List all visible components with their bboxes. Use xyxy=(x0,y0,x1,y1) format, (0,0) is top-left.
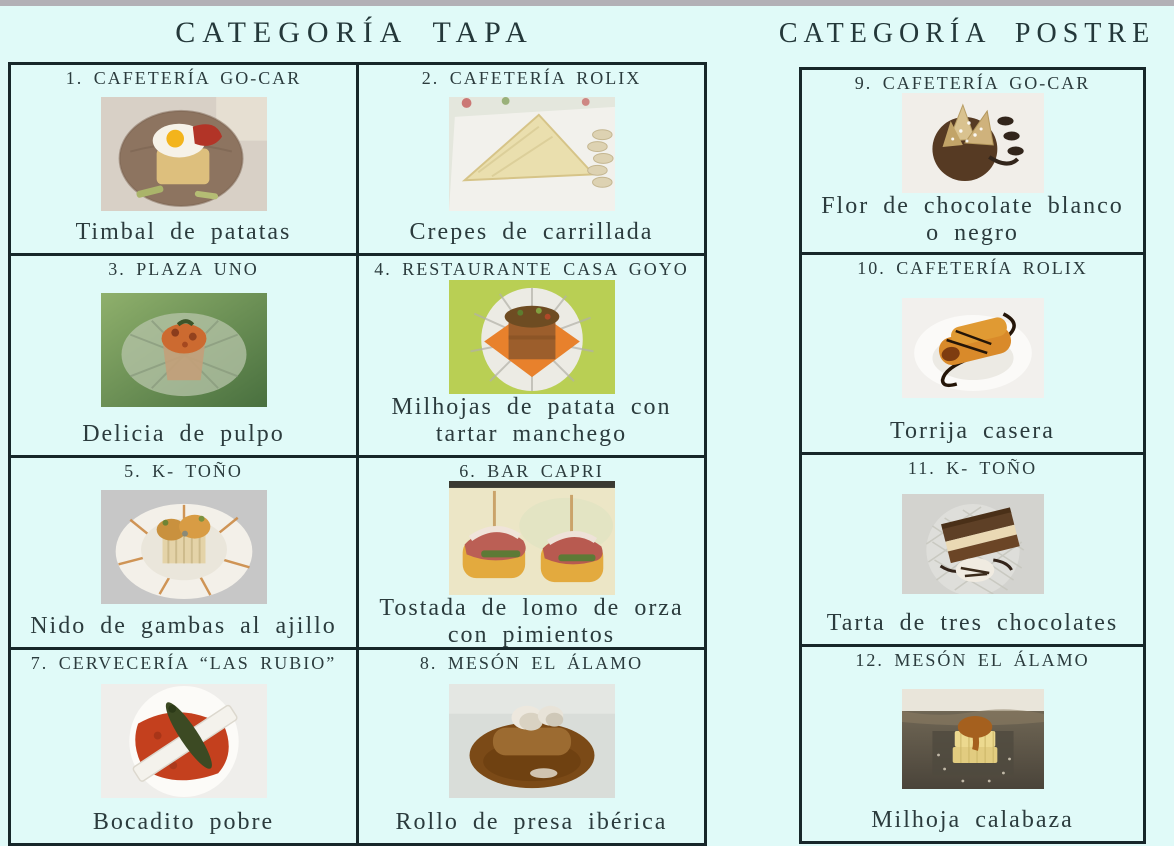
tapa-section-title: CATEGORÍA TAPA xyxy=(175,16,534,49)
postre-cell-10: 10. CAFETERÍA ROLIX Torrija casera xyxy=(802,255,1143,452)
dish-caption: Delicia de pulpo xyxy=(82,421,285,448)
tapa-cell-4: 4. RESTAURANTE CASA GOYO Milhojas de pat… xyxy=(359,256,704,455)
dish-caption: Tarta de tres chocolates xyxy=(826,610,1119,637)
crepes-de-carrillada-photo xyxy=(448,96,615,211)
tapa-cell-7: 7. CERVECERÍA “LAS RUBIO” Bocadito pobre xyxy=(11,650,356,843)
bocadito-pobre-photo xyxy=(100,684,267,799)
postre-cell-11: 11. K- TOÑO Tarta de tres chocolates xyxy=(802,455,1143,644)
dish-caption: Milhoja calabaza xyxy=(871,807,1074,834)
milhoja-calabaza-photo xyxy=(901,688,1044,789)
venue-header: 8. MESÓN EL ÁLAMO xyxy=(419,653,644,673)
tapa-cell-2: 2. CAFETERÍA ROLIX Crepes de carrill xyxy=(359,65,704,253)
dish-caption: Timbal de patatas xyxy=(75,219,292,246)
tostada-de-lomo-photo xyxy=(448,481,615,596)
venue-header: 4. RESTAURANTE CASA GOYO xyxy=(374,259,689,279)
postre-cell-12: 12. MESÓN EL ÁLAMO xyxy=(802,647,1143,841)
dish-caption: Tostada de lomo de orza con pimientos xyxy=(379,595,684,647)
venue-header: 10. CAFETERÍA ROLIX xyxy=(857,258,1088,278)
tapa-cell-1: 1. CAFETERÍA GO-CAR Timbal de patatas xyxy=(11,65,356,253)
dish-caption: Rollo de presa ibérica xyxy=(395,809,668,836)
tapa-cell-5: 5. K- TOÑO Nido de gambas al ajillo xyxy=(11,458,356,647)
tapa-cell-3: 3. PLAZA UNO Delicia de pulpo xyxy=(11,256,356,455)
dish-caption: Torrija casera xyxy=(890,418,1055,445)
top-edge-strip xyxy=(0,0,1174,6)
dish-caption: Bocadito pobre xyxy=(92,809,275,836)
postre-section-title: CATEGORÍA POSTRE xyxy=(778,18,1156,49)
dish-caption: Crepes de carrillada xyxy=(409,219,654,246)
tarta-tres-chocolates-photo xyxy=(901,494,1044,595)
flor-de-chocolate-photo xyxy=(901,93,1044,194)
venue-header: 6. BAR CAPRI xyxy=(459,461,604,481)
delicia-de-pulpo-photo xyxy=(100,293,267,408)
venue-header: 12. MESÓN EL ÁLAMO xyxy=(855,650,1090,670)
venue-header: 2. CAFETERÍA ROLIX xyxy=(421,68,642,88)
postre-table: 9. CAFETERÍA GO-CAR Flor de xyxy=(799,67,1146,844)
timbal-de-patatas-photo xyxy=(100,96,267,211)
nido-de-gambas-photo xyxy=(100,490,267,605)
dish-caption: Nido de gambas al ajillo xyxy=(30,613,337,640)
postre-cell-9: 9. CAFETERÍA GO-CAR Flor de xyxy=(802,70,1143,252)
torrija-casera-photo xyxy=(901,298,1044,399)
milhojas-de-patata-photo xyxy=(448,279,615,394)
venue-header: 11. K- TOÑO xyxy=(907,458,1038,478)
venue-header: 5. K- TOÑO xyxy=(124,461,243,481)
tapa-table: 1. CAFETERÍA GO-CAR Timbal de patatas 2.… xyxy=(8,62,707,846)
tapa-cell-6: 6. BAR CAPRI Tostada de lomo de orza con… xyxy=(359,458,704,647)
tapa-cell-8: 8. MESÓN EL ÁLAMO Rollo de presa ibérica xyxy=(359,650,704,843)
venue-header: 9. CAFETERÍA GO-CAR xyxy=(854,73,1091,93)
rollo-de-presa-photo xyxy=(448,684,615,799)
dish-caption: Flor de chocolate blanco o negro xyxy=(821,193,1124,247)
dish-caption: Milhojas de patata con tartar manchego xyxy=(391,394,672,448)
venue-header: 7. CERVECERÍA “LAS RUBIO” xyxy=(30,653,337,673)
venue-header: 1. CAFETERÍA GO-CAR xyxy=(65,68,302,88)
venue-header: 3. PLAZA UNO xyxy=(108,259,259,279)
